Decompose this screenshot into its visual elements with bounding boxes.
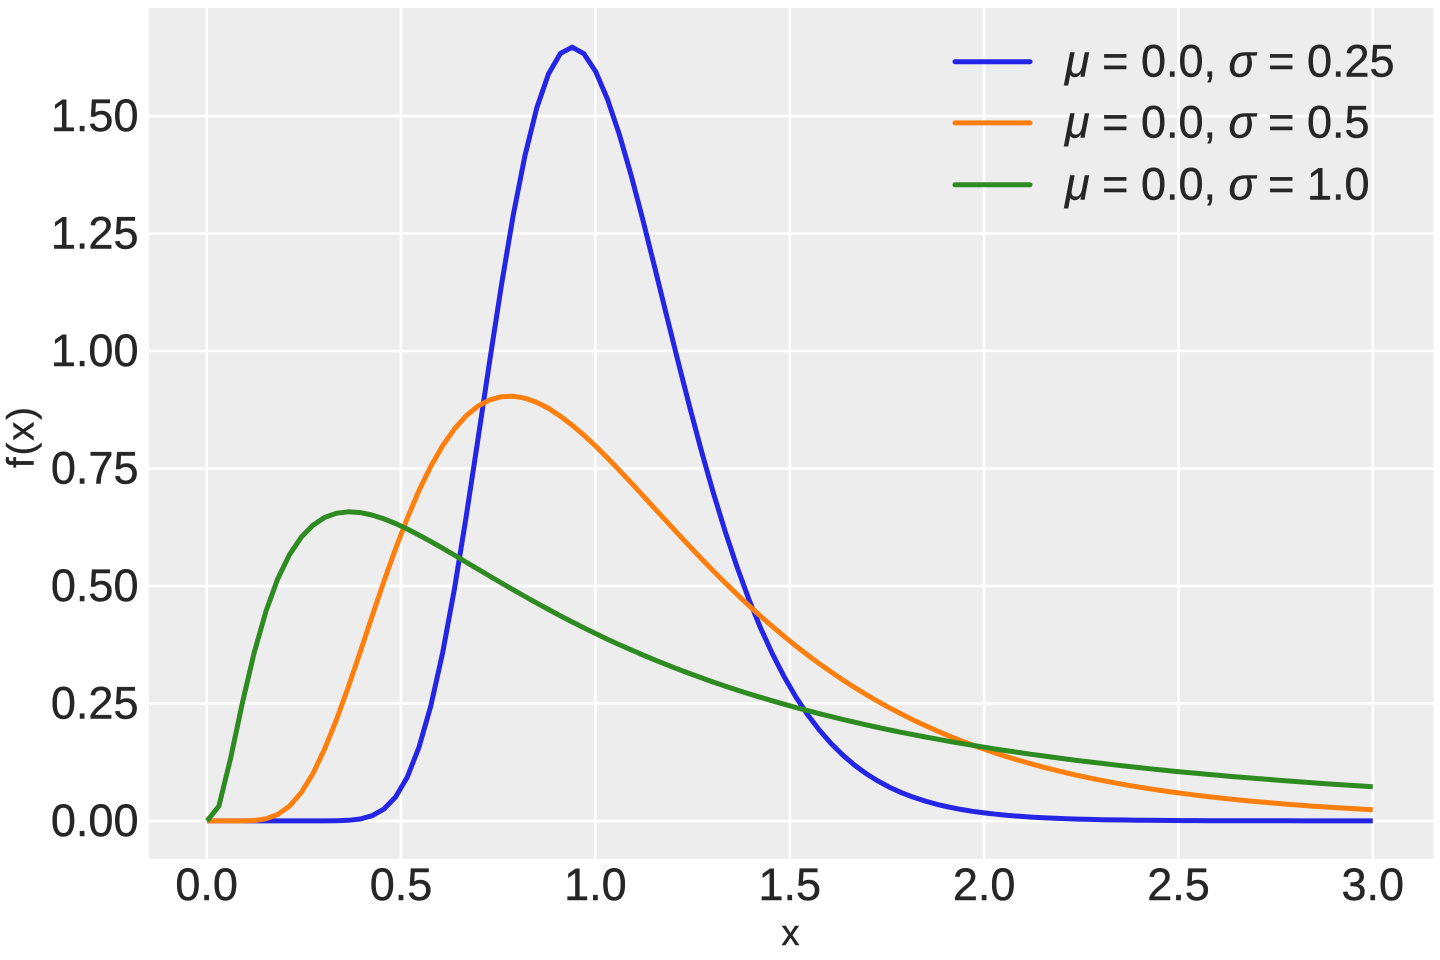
svg-text:1.00: 1.00 [51,325,139,376]
svg-text:0.5: 0.5 [370,859,433,910]
svg-text:0.00: 0.00 [51,795,139,846]
svg-text:3.0: 3.0 [1342,859,1405,910]
svg-text:μ = 0.0, σ = 1.0: μ = 0.0, σ = 1.0 [1064,158,1370,209]
svg-text:1.5: 1.5 [759,859,822,910]
svg-text:0.50: 0.50 [51,560,139,611]
svg-text:0.0: 0.0 [175,859,238,910]
svg-text:1.0: 1.0 [564,859,627,910]
svg-text:0.25: 0.25 [51,677,139,728]
svg-text:2.0: 2.0 [953,859,1016,910]
svg-text:0.75: 0.75 [51,443,139,494]
svg-text:1.50: 1.50 [51,90,139,141]
svg-text:μ = 0.0, σ = 0.5: μ = 0.0, σ = 0.5 [1064,97,1370,148]
svg-text:2.5: 2.5 [1147,859,1210,910]
svg-text:f(x): f(x) [1,405,43,468]
svg-text:1.25: 1.25 [51,208,139,259]
svg-text:μ = 0.0, σ = 0.25: μ = 0.0, σ = 0.25 [1064,35,1395,86]
svg-text:x: x [782,912,800,953]
